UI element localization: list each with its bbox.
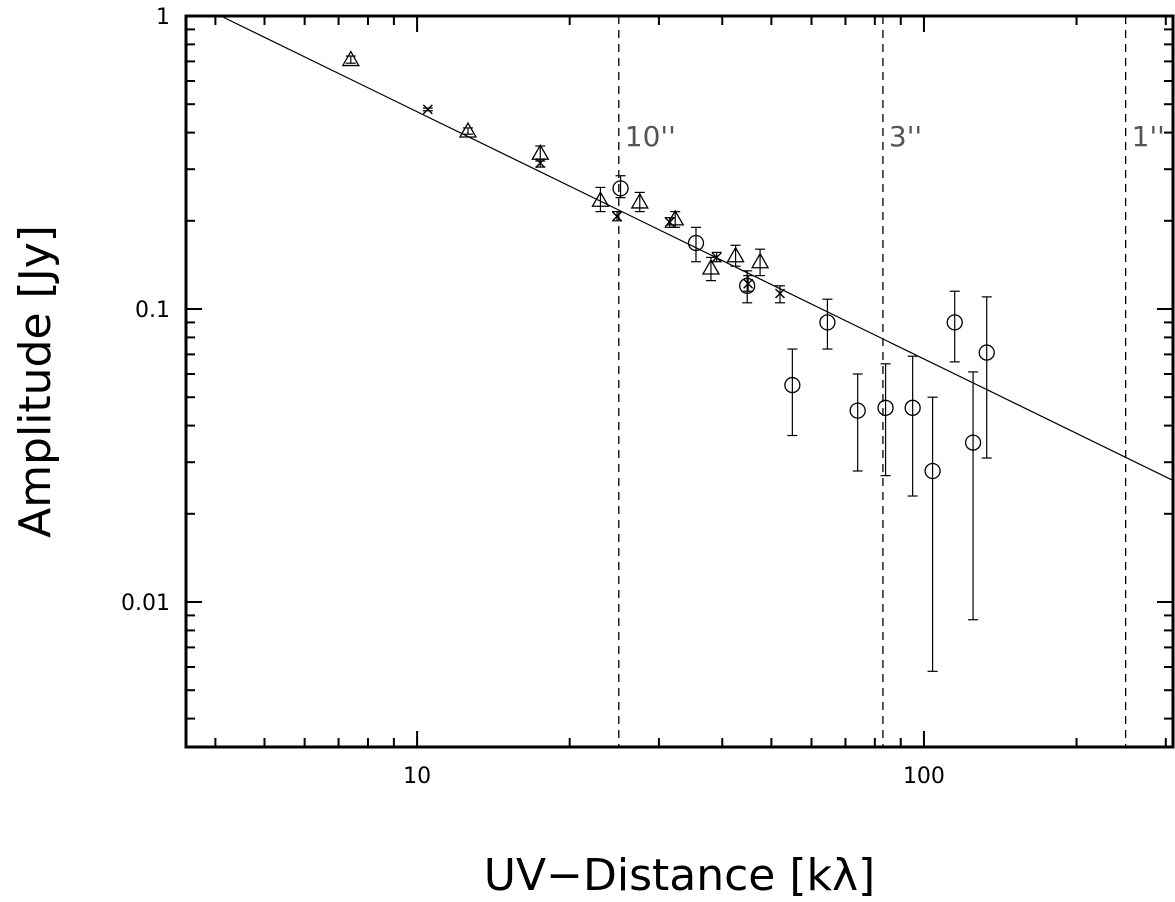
reference-lines: 10'' 3'' 1'' (618, 16, 1165, 747)
x-axis-title: UV−Distance [kλ] (484, 850, 875, 901)
circle-marker (849, 402, 866, 419)
data-point (612, 175, 629, 199)
data-point (784, 348, 801, 437)
data-point (775, 285, 786, 304)
data-point (630, 191, 649, 213)
circle-marker (784, 376, 801, 394)
data-point (687, 226, 705, 263)
x-tick-label: 10 (403, 764, 431, 789)
circle-marker (739, 277, 756, 294)
triangle-marker (750, 252, 770, 269)
data-point (458, 121, 478, 138)
data-point (535, 158, 546, 168)
cross-marker (711, 252, 722, 263)
circle-marker (904, 399, 921, 416)
fit-line-group (220, 15, 1174, 481)
triangle-marker (630, 192, 649, 209)
cross-marker (743, 278, 754, 289)
circle-marker (819, 314, 836, 331)
data-point (726, 244, 745, 267)
data-point (849, 373, 866, 472)
data-point (422, 104, 433, 115)
triangle-marker (701, 258, 721, 275)
triangle-marker (458, 121, 478, 138)
cross-marker (422, 104, 433, 115)
cross-marker (775, 288, 785, 299)
plot-frame (184, 14, 1175, 749)
axis-ticks (186, 15, 1173, 747)
triangle-marker (726, 246, 745, 263)
cross-marker (612, 211, 623, 222)
circle-marker (964, 434, 982, 451)
data-point (701, 256, 721, 282)
circle-marker (687, 234, 705, 252)
data-point (877, 363, 894, 477)
data-point (924, 396, 941, 672)
data-point (612, 210, 623, 222)
data-point (964, 371, 982, 621)
triangle-marker (341, 50, 360, 67)
data-point (946, 290, 963, 363)
data-point (978, 296, 995, 459)
cross-marker (664, 217, 675, 228)
data-point (739, 270, 756, 304)
triangle-marker (591, 190, 610, 207)
data-point (711, 251, 722, 263)
circle-marker (877, 399, 894, 416)
tick-labels: 10 100 0.01 0.1 1 (121, 5, 945, 789)
circle-marker (978, 344, 995, 361)
reference-line-label: 3'' (889, 120, 922, 153)
y-tick-label: 0.01 (121, 591, 170, 616)
data-point (341, 50, 360, 67)
data-point (591, 186, 610, 213)
y-axis-title: Amplitude [Jy] (10, 225, 61, 538)
reference-line-label: 10'' (625, 120, 676, 153)
y-tick-label: 1 (156, 5, 170, 30)
data-point (904, 355, 921, 497)
circle-marker (924, 462, 941, 480)
data-point (750, 248, 770, 277)
circle-marker (946, 314, 963, 331)
data-point (819, 298, 836, 350)
reference-line-label: 1'' (1132, 120, 1165, 153)
data-points (341, 50, 995, 672)
cross-marker (535, 158, 546, 168)
circle-marker (612, 180, 629, 197)
x-tick-label: 100 (903, 764, 945, 789)
data-point (664, 217, 675, 228)
y-tick-label: 0.1 (135, 298, 170, 323)
fit-line (220, 15, 1174, 481)
